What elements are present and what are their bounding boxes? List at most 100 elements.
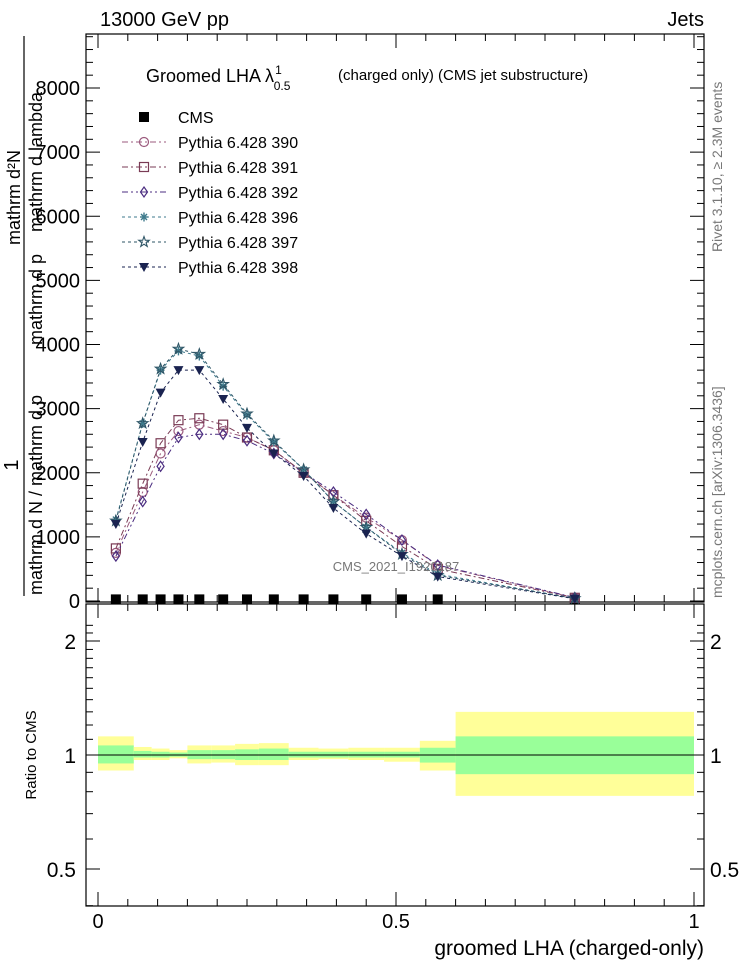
data-point [242,434,252,447]
ylabel-main: 1 mathrm d N / mathrm d p mathrm d²N mat… [1,36,46,596]
data-point [242,423,252,433]
data-point [194,594,205,605]
data-point [153,361,168,375]
series-line [115,348,575,599]
main-ytick-label: 6000 [36,206,81,228]
legend-marker [138,161,150,173]
legend-label: CMS [178,110,214,127]
legend-marker [139,263,149,272]
ylabel-ratio: Ratio to CMS [23,710,40,799]
data-point [396,594,407,605]
data-point [155,388,166,398]
data-point [361,529,372,539]
data-point [268,449,279,459]
data-point [110,520,121,530]
data-point [195,428,204,441]
legend-item: CMS [139,110,214,127]
ratio-axes: 0.5 0.5 1 1 2 2 0 0.5 1 [47,604,739,933]
chart-title-sub: 0.5 [274,79,291,93]
series-cms [110,594,580,605]
data-point [361,508,371,521]
data-point [110,594,121,605]
legend-item: Pythia 6.428 392 [122,185,298,202]
legend-marker [139,185,149,199]
ratio-ytick-label-right: 0.5 [710,859,739,882]
legend: CMS Pythia 6.428 390 Pythia 6.428 391 Pythi… [122,110,298,277]
legend-marker [137,234,151,248]
ratio-band-green [258,748,289,761]
data-point [171,341,186,355]
chart-title-rest: (charged only) (CMS jet substructure) [338,67,588,84]
legend-label: Pythia 6.428 398 [178,260,298,277]
main-ytick-label: 5000 [36,270,81,292]
main-panel-frame [85,33,705,603]
data-point [155,438,166,449]
ratio-ytick-label-right: 2 [710,631,722,654]
data-point [266,433,281,447]
data-point [192,346,207,360]
chart-title: Groomed LHA λ1 0.5 [146,63,291,93]
ratio-ytick-label: 0.5 [47,859,76,882]
legend-item: Pythia 6.428 398 [122,260,298,277]
data-point [218,428,228,441]
data-point [138,495,147,508]
ratio-ytick-label: 2 [64,631,76,654]
header-left: 13000 GeV pp [100,9,229,31]
ylabel-denominator: mathrm d N / mathrm d p [26,395,46,595]
data-point [173,594,184,605]
main-ytick-label: 8000 [36,78,81,100]
data-point [111,550,121,563]
data-point [241,432,253,443]
xtick-label: 0.5 [382,911,410,933]
data-point [137,478,148,489]
xtick-label: 1 [688,911,699,933]
main-ytick-label: 2000 [36,463,81,485]
legend-label: Pythia 6.428 392 [178,185,298,202]
data-point [174,431,183,444]
legend-label: Pythia 6.428 390 [178,135,298,152]
series-line [115,433,575,598]
data-point [359,520,374,534]
mcplots-label: mcplots.cern.ch [arXiv:1306.3436] [709,386,725,598]
data-point [328,594,339,605]
data-point [240,406,254,420]
ratio-bands [98,711,694,796]
xtick-label: 0 [92,911,103,933]
legend-marker [140,212,148,222]
ylabel-numerator: 1 [1,459,23,470]
header-right: Jets [667,9,704,31]
watermark: CMS_2021_I1920187 [333,559,460,574]
data-point [194,366,205,376]
data-point [173,366,184,376]
main-ytick-label: 3000 [36,399,81,421]
data-point [268,594,279,605]
data-point [298,594,309,605]
ratio-ytick-label-right: 1 [710,745,722,768]
data-point [194,413,205,424]
data-point [218,594,229,605]
rivet-label: Rivet 3.1.10, ≥ 2.3M events [709,82,725,252]
data-point [326,494,341,508]
data-point [216,377,230,391]
data-point [218,395,229,405]
data-point [110,543,121,554]
legend-item: Pythia 6.428 390 [122,135,298,152]
legend-label: Pythia 6.428 397 [178,235,298,252]
series-pythia-6-428-392 [111,428,580,604]
chart-title-main: Groomed LHA λ [146,66,274,86]
xlabel: groomed LHA (charged-only) [434,937,704,960]
data-point [397,534,407,547]
data-point [296,462,311,476]
legend-label: Pythia 6.428 391 [178,160,298,177]
legend-marker [139,112,149,122]
ratio-band-green [98,745,134,764]
chart-title-sup: 1 [275,63,282,77]
legend-item: Pythia 6.428 397 [122,234,298,252]
data-point [173,415,184,426]
series-layer [109,341,582,605]
data-point [396,552,407,562]
legend-item: Pythia 6.428 396 [122,210,298,227]
data-point [432,594,443,605]
data-point [242,594,252,605]
